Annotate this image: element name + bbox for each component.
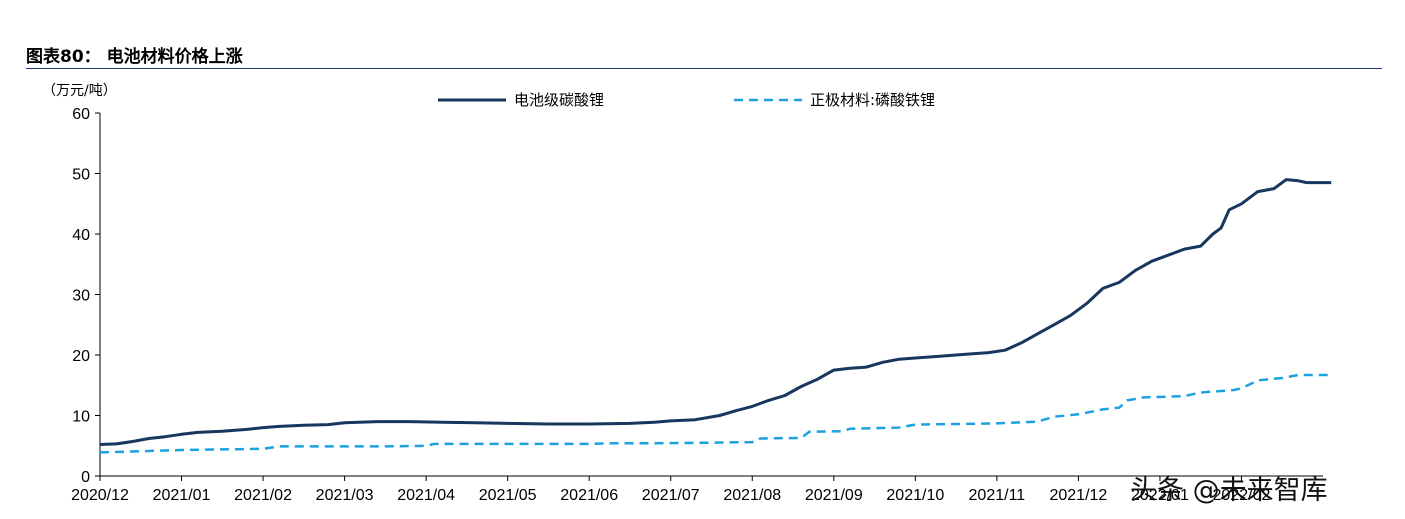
x-tick-label: 2021/11	[969, 487, 1026, 504]
x-axis: 2020/12 2021/01 2021/02 2021/03 2021/04 2021/…	[71, 475, 1323, 504]
y-tick-label: 10	[72, 409, 90, 426]
y-tick-label: 50	[72, 167, 90, 184]
x-tick-label: 2021/07	[642, 487, 700, 504]
series-layer	[99, 178, 1332, 454]
x-tick-label: 2022/01	[1131, 487, 1189, 504]
legend-label-lithium-carbonate: 电池级碳酸锂	[514, 91, 604, 109]
series-line-lfp	[99, 373, 1332, 454]
series-line-lithium-carbonate	[99, 178, 1332, 446]
watermark: 头条 @未来智库	[1130, 475, 1328, 506]
x-tick-label: 2021/10	[886, 487, 944, 504]
x-tick-label: 2021/04	[397, 487, 455, 504]
y-tick-label: 40	[72, 227, 90, 244]
x-tick-label: 2021/03	[316, 487, 374, 504]
x-tick-label: 2021/02	[234, 487, 292, 504]
x-tick-label: 2021/08	[723, 487, 781, 504]
x-tick-label: 2021/06	[560, 487, 618, 504]
legend: 电池级碳酸锂 正极材料:磷酸铁锂	[438, 91, 935, 109]
x-tick-label: 2021/01	[153, 487, 211, 504]
figure-title: 图表80： 电池材料价格上涨	[26, 47, 243, 67]
y-tick-label: 30	[72, 288, 90, 305]
x-tick-label: 2022/02	[1213, 487, 1271, 504]
x-tick-label: 2021/05	[479, 487, 537, 504]
legend-label-lfp: 正极材料:磷酸铁锂	[810, 91, 935, 109]
title-divider	[26, 68, 1382, 69]
x-tick-label: 2021/12	[1049, 487, 1107, 504]
y-tick-label: 20	[72, 348, 90, 365]
y-tick-label: 60	[72, 106, 90, 123]
x-tick-label: 2021/09	[805, 487, 863, 504]
y-axis: 0 10 20 30 40 50 60	[72, 106, 101, 486]
y-axis-unit-label: （万元/吨）	[42, 83, 117, 99]
y-tick-label: 0	[81, 469, 90, 486]
x-tick-label: 2020/12	[71, 487, 129, 504]
